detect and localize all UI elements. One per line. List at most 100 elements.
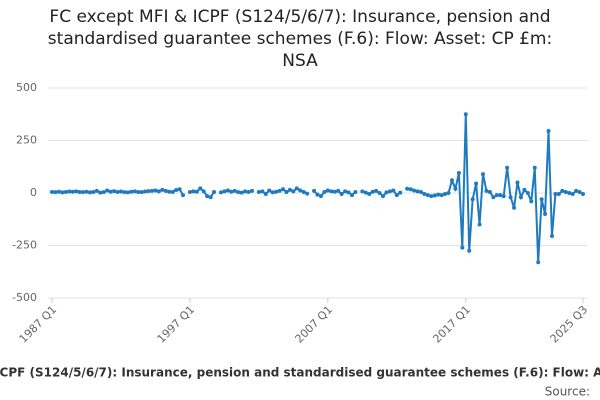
data-point xyxy=(194,189,199,194)
data-point xyxy=(187,189,192,194)
y-tick-label: -500 xyxy=(12,291,37,304)
data-point xyxy=(167,189,172,194)
data-point xyxy=(243,189,248,194)
data-point xyxy=(143,189,148,194)
data-point xyxy=(567,191,572,195)
data-point xyxy=(343,189,348,194)
x-axis-title: FC except MFI & ICPF (S124/5/6/7): Insur… xyxy=(0,366,600,380)
data-point xyxy=(163,188,168,193)
data-point xyxy=(536,260,541,265)
data-point xyxy=(467,248,472,253)
data-point xyxy=(446,191,451,195)
data-point xyxy=(391,188,396,193)
data-point xyxy=(291,189,296,194)
data-point xyxy=(522,187,527,192)
data-point xyxy=(336,188,341,193)
data-point xyxy=(474,181,479,186)
data-point xyxy=(277,188,282,193)
data-point xyxy=(236,190,241,195)
data-point xyxy=(98,190,103,195)
y-tick-label: -250 xyxy=(12,239,37,252)
data-point xyxy=(529,199,534,204)
data-point xyxy=(112,189,117,194)
data-point xyxy=(394,193,399,198)
data-point xyxy=(232,188,237,193)
x-tick-label: 2017 Q1 xyxy=(430,303,473,346)
data-point xyxy=(477,222,482,227)
data-point xyxy=(160,187,165,192)
data-point xyxy=(115,189,120,194)
data-point xyxy=(212,189,217,194)
data-point xyxy=(349,193,354,198)
data-point xyxy=(322,189,327,194)
data-point xyxy=(422,192,427,197)
data-point xyxy=(136,189,141,194)
data-point xyxy=(222,189,227,194)
data-point xyxy=(518,195,523,200)
data-point xyxy=(346,190,351,195)
data-point xyxy=(581,192,585,197)
data-point xyxy=(274,189,279,194)
data-point xyxy=(398,190,403,195)
data-point xyxy=(412,188,417,193)
data-point xyxy=(281,187,286,192)
series-line xyxy=(51,114,584,263)
data-point xyxy=(246,189,251,194)
data-point xyxy=(501,194,506,199)
data-point xyxy=(546,129,551,134)
data-point xyxy=(191,189,196,194)
data-point xyxy=(146,189,151,194)
data-point xyxy=(498,193,503,198)
data-point xyxy=(560,188,565,193)
data-point xyxy=(301,189,306,194)
data-point xyxy=(405,186,410,191)
data-point xyxy=(225,188,230,193)
data-point xyxy=(384,190,389,195)
data-point xyxy=(408,187,413,192)
data-point xyxy=(439,193,444,198)
data-point xyxy=(570,192,575,197)
y-tick-label: 500 xyxy=(16,81,37,94)
data-point xyxy=(101,190,106,195)
data-point xyxy=(94,188,99,193)
data-point xyxy=(132,189,137,194)
y-tick-label: 0 xyxy=(30,186,37,199)
data-point xyxy=(56,189,61,194)
data-point xyxy=(181,193,186,198)
data-point xyxy=(470,197,475,202)
data-point xyxy=(463,112,468,117)
data-point xyxy=(118,189,123,194)
data-point xyxy=(329,189,334,194)
data-point xyxy=(63,189,68,194)
data-point xyxy=(505,165,510,170)
data-point xyxy=(491,195,496,200)
data-point xyxy=(460,245,465,250)
data-point xyxy=(198,186,203,191)
data-point xyxy=(249,188,254,193)
data-point xyxy=(377,191,382,195)
data-point xyxy=(443,192,448,197)
data-point xyxy=(360,189,365,194)
x-tick-label: 2025 Q3 xyxy=(548,303,591,346)
data-point xyxy=(263,192,268,197)
data-point xyxy=(287,187,292,192)
data-point xyxy=(208,195,213,200)
data-point xyxy=(284,189,289,194)
data-point xyxy=(122,190,127,195)
data-point xyxy=(267,188,272,193)
data-point xyxy=(449,178,454,183)
data-point xyxy=(174,188,179,193)
data-point xyxy=(129,189,134,194)
data-point xyxy=(418,189,423,194)
data-point xyxy=(370,189,375,194)
data-point xyxy=(125,190,130,195)
data-point xyxy=(318,194,323,199)
data-point xyxy=(381,194,386,199)
data-point xyxy=(305,191,310,196)
data-point xyxy=(515,180,520,185)
data-point xyxy=(139,190,144,195)
data-point xyxy=(525,191,530,195)
data-point xyxy=(429,194,434,199)
